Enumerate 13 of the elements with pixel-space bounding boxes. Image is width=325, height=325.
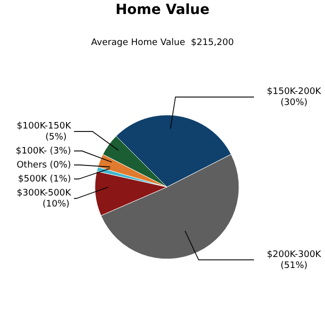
legend-label: Others (0%) <box>16 160 71 170</box>
slice-label: $100K-150K <box>16 121 72 132</box>
chart-subtitle: Average Home Value $215,200 <box>90 38 235 48</box>
slice-label: $200K-300K <box>266 250 322 260</box>
chart-title: Home Value <box>114 2 211 18</box>
data-label: (30%) <box>280 98 308 108</box>
slice-label: $300K-500K <box>16 188 72 198</box>
slice-label: $100K- (3%) <box>16 146 71 156</box>
data-label: (5%) <box>45 132 67 142</box>
data-label: (51%) <box>280 260 308 271</box>
data-label: (10%) <box>42 199 70 210</box>
slice-label: $150K-200K <box>266 87 322 98</box>
slice-label: $500K (1%) <box>18 174 71 184</box>
